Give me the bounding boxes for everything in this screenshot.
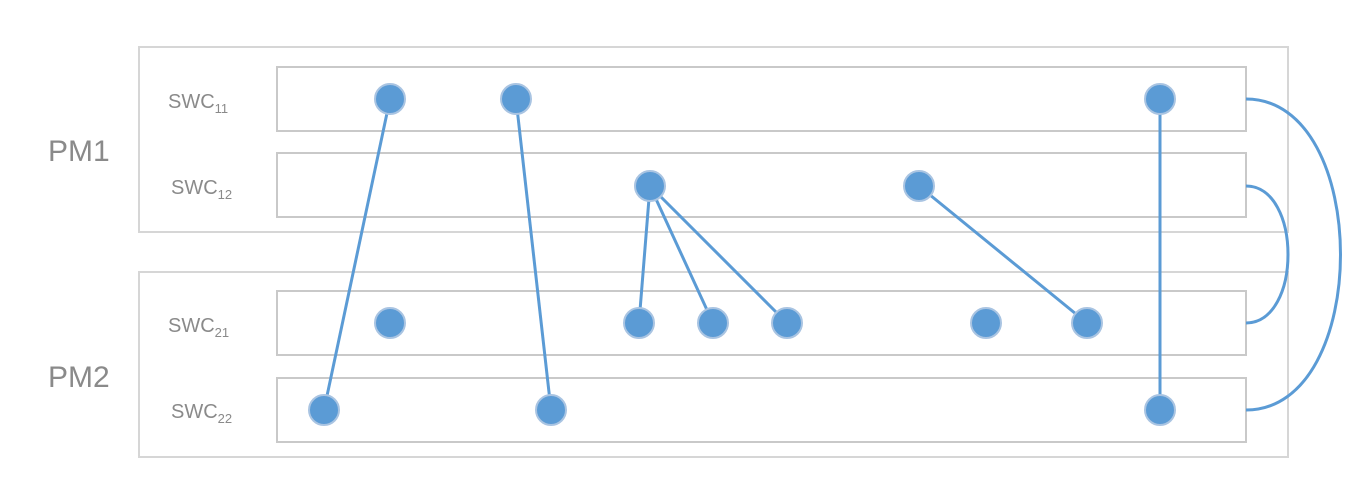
swc21-label-sub: 21	[215, 325, 229, 340]
node-n21b	[623, 307, 655, 339]
swc22-label: SWC22	[171, 401, 232, 426]
swc-link-swc11-swc22	[1245, 97, 1342, 412]
edge-n12a-n21c	[648, 185, 715, 324]
nodes-layer	[308, 83, 1176, 426]
swc11-box	[276, 66, 1247, 132]
edge-n12a-n21d	[648, 184, 789, 325]
swc11-label: SWC11	[168, 91, 228, 116]
node-n21a	[374, 307, 406, 339]
swc12-label-base: SWC	[171, 177, 218, 199]
node-n11b	[500, 83, 532, 115]
node-n22c	[1144, 394, 1176, 426]
pm2-label: PM2	[48, 361, 110, 394]
node-n11a	[374, 83, 406, 115]
node-n12a	[634, 170, 666, 202]
edge-n11a-n22a	[322, 98, 392, 411]
swc-link-swc12-swc21	[1245, 184, 1290, 325]
pm1-label: PM1	[48, 135, 110, 168]
node-n11c	[1144, 83, 1176, 115]
swc12-label-sub: 12	[218, 187, 232, 202]
swc11-label-sub: 11	[215, 101, 229, 116]
node-n22a	[308, 394, 340, 426]
swc22-label-sub: 22	[218, 411, 232, 426]
swc-links-layer	[1245, 97, 1342, 412]
node-n21c	[697, 307, 729, 339]
edge-n12b-n21f	[918, 184, 1088, 325]
swc22-box	[276, 377, 1247, 443]
edge-n11b-n22b	[514, 98, 553, 411]
node-n21e	[970, 307, 1002, 339]
edge-n12a-n21b	[637, 185, 652, 324]
node-n21f	[1071, 307, 1103, 339]
swc21-label: SWC21	[168, 315, 229, 340]
node-n21d	[771, 307, 803, 339]
edges-layer	[322, 98, 1162, 411]
swc21-label-base: SWC	[168, 315, 215, 337]
node-n12b	[903, 170, 935, 202]
swc11-label-base: SWC	[168, 91, 215, 113]
swc12-label: SWC12	[171, 177, 232, 202]
swc12-box	[276, 152, 1247, 218]
node-n22b	[535, 394, 567, 426]
swc22-label-base: SWC	[171, 401, 218, 423]
